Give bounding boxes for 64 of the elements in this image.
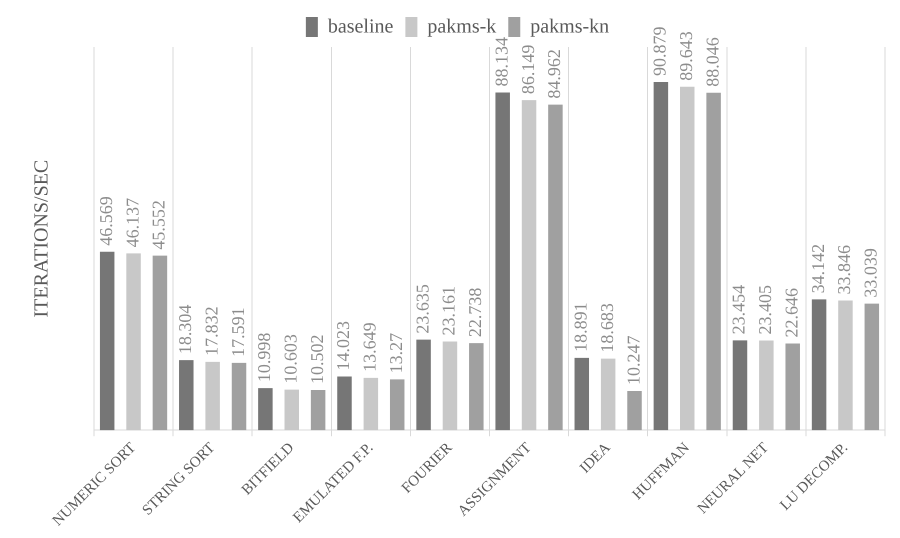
- data-label: 23.635: [412, 284, 432, 334]
- data-label: 14.023: [333, 320, 354, 370]
- data-label: 23.161: [438, 286, 459, 336]
- bar: [548, 104, 563, 430]
- data-label: 17.591: [228, 307, 248, 357]
- data-label: 13.649: [360, 322, 380, 372]
- data-label: 10.247: [623, 335, 644, 385]
- bar: [574, 358, 590, 430]
- bar: [732, 340, 748, 430]
- bar: [706, 92, 721, 430]
- bar: [364, 378, 378, 430]
- bar: [126, 253, 141, 430]
- bar: [469, 343, 484, 430]
- data-label: 10.998: [254, 332, 274, 382]
- data-label: 90.879: [650, 26, 670, 76]
- bar: [812, 299, 826, 430]
- data-label: 33.846: [834, 245, 854, 295]
- bar: [416, 340, 431, 430]
- data-label: 84.962: [544, 49, 564, 99]
- y-axis-title: ITERATIONS/SEC: [30, 160, 52, 318]
- bar: [680, 86, 694, 430]
- bar: [232, 362, 246, 430]
- bar: [179, 360, 194, 430]
- bar: [258, 388, 273, 430]
- bar: [100, 252, 114, 430]
- data-label: 34.142: [808, 244, 828, 294]
- data-label: 22.646: [781, 288, 802, 338]
- data-label: 17.832: [201, 306, 222, 356]
- bar: [654, 82, 668, 430]
- data-label: 18.683: [596, 303, 617, 353]
- bar: [205, 362, 220, 430]
- data-label: 23.405: [755, 285, 776, 335]
- bar: [627, 390, 642, 430]
- data-label: 46.137: [122, 198, 142, 248]
- data-label: 88.134: [491, 36, 512, 86]
- data-label: 10.603: [280, 334, 300, 384]
- data-label: 23.454: [728, 284, 749, 334]
- bar: [759, 340, 774, 430]
- bar: [600, 358, 616, 430]
- data-label: 33.039: [860, 248, 881, 298]
- bar: [864, 304, 880, 430]
- data-label: 45.552: [148, 200, 169, 250]
- data-label: 22.738: [465, 288, 486, 338]
- bar: [337, 376, 352, 430]
- bar: [495, 92, 510, 430]
- bar: [522, 100, 536, 430]
- bar: [838, 300, 853, 430]
- legend-label: baseline: [328, 15, 394, 38]
- legend-label: pakms-k: [427, 15, 496, 38]
- data-label: 89.643: [676, 31, 696, 81]
- data-label: 18.891: [570, 302, 591, 352]
- bar: [152, 256, 168, 430]
- bar: [390, 379, 404, 430]
- bar: [442, 341, 458, 430]
- bar: [310, 390, 326, 430]
- data-label: 88.046: [702, 37, 722, 87]
- data-label: 46.569: [96, 196, 116, 246]
- bar: [785, 343, 800, 430]
- data-label: 13.27: [386, 332, 406, 374]
- bar: [284, 390, 299, 430]
- data-label: 18.304: [175, 304, 196, 354]
- data-label: 86.149: [518, 44, 538, 94]
- data-label: 10.502: [306, 334, 327, 384]
- legend-label: pakms-kn: [530, 15, 610, 38]
